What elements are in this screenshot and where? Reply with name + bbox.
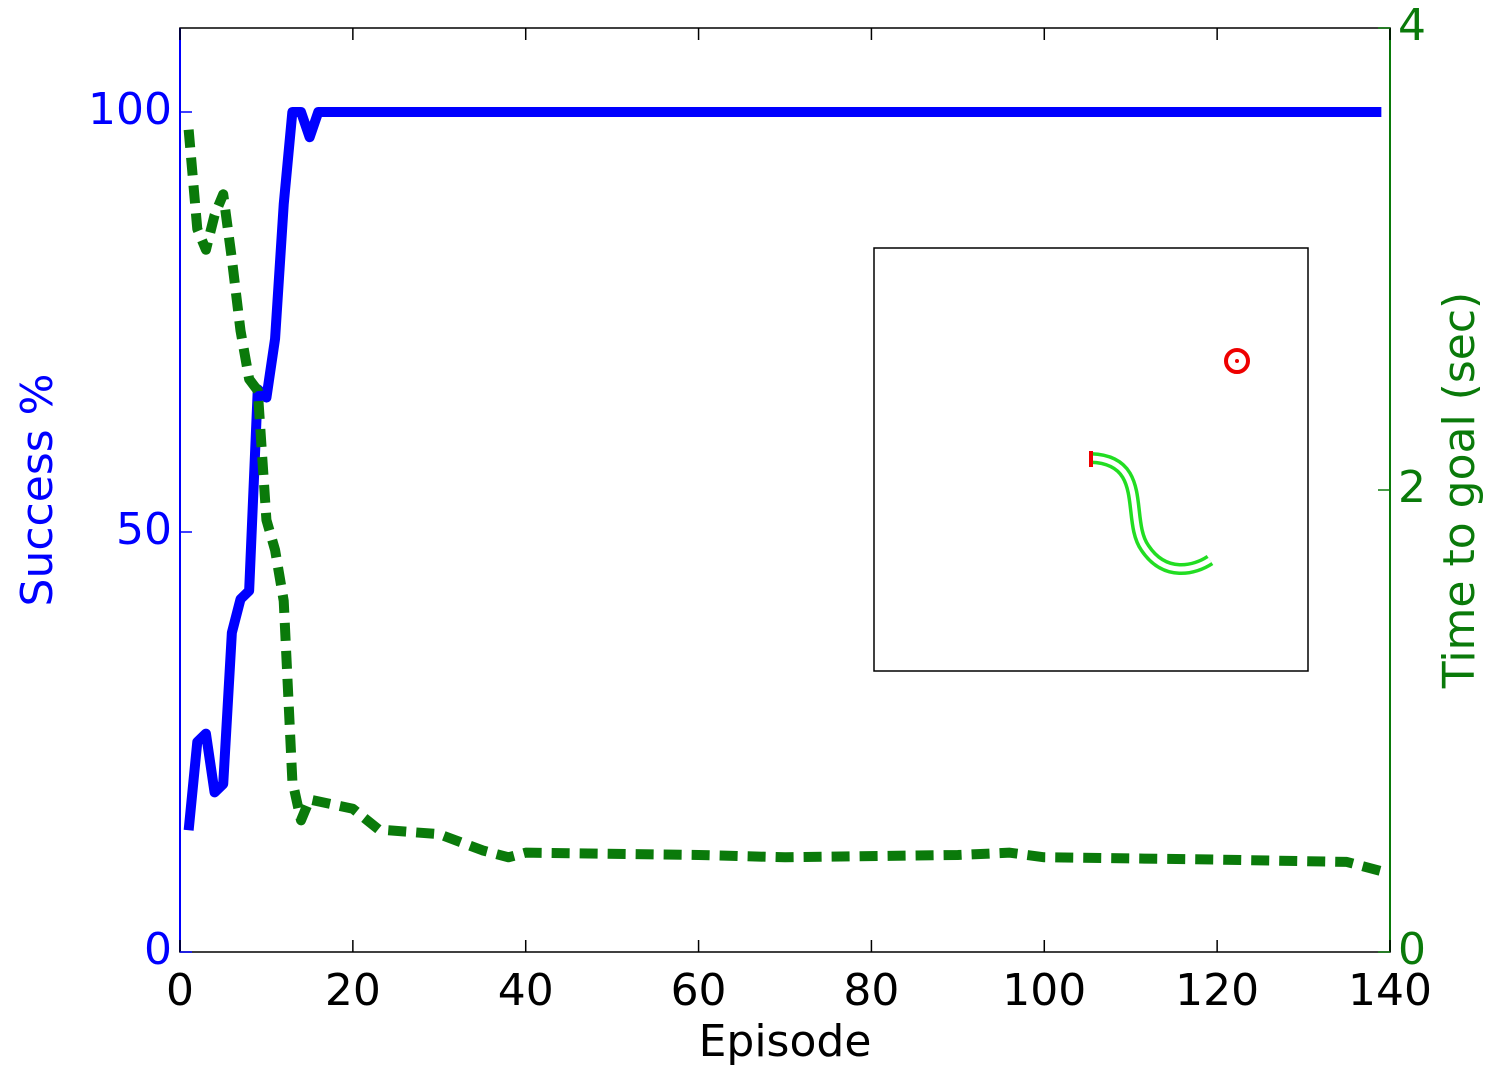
x-tick-label: 0 bbox=[166, 965, 194, 1016]
x-tick-label: 120 bbox=[1175, 965, 1259, 1016]
y2-tick-label: 0 bbox=[1398, 924, 1426, 975]
x-tick-label: 60 bbox=[671, 965, 727, 1016]
y-axis-label: Success % bbox=[12, 374, 63, 607]
x-tick-label: 140 bbox=[1348, 965, 1432, 1016]
x-tick-label: 80 bbox=[843, 965, 899, 1016]
x-axis-label: Episode bbox=[699, 1016, 872, 1067]
inset bbox=[873, 247, 1309, 672]
series-line bbox=[183, 129, 1383, 876]
y2-tick-label: 4 bbox=[1398, 0, 1426, 51]
goal-center bbox=[1235, 359, 1239, 363]
y-tick-label: 50 bbox=[116, 504, 172, 555]
x-tick-label: 20 bbox=[325, 965, 381, 1016]
y-tick-label: 100 bbox=[88, 84, 172, 135]
x-tick-label: 40 bbox=[498, 965, 554, 1016]
goal-marker bbox=[1224, 348, 1250, 374]
inset-frame bbox=[873, 247, 1309, 672]
trajectory-inner bbox=[1090, 455, 1212, 572]
y-tick-label: 0 bbox=[144, 924, 172, 975]
y2-tick-label: 2 bbox=[1398, 462, 1426, 513]
x-tick-label: 100 bbox=[1002, 965, 1086, 1016]
y2-axis-label: Time to goal (sec) bbox=[1434, 292, 1485, 689]
